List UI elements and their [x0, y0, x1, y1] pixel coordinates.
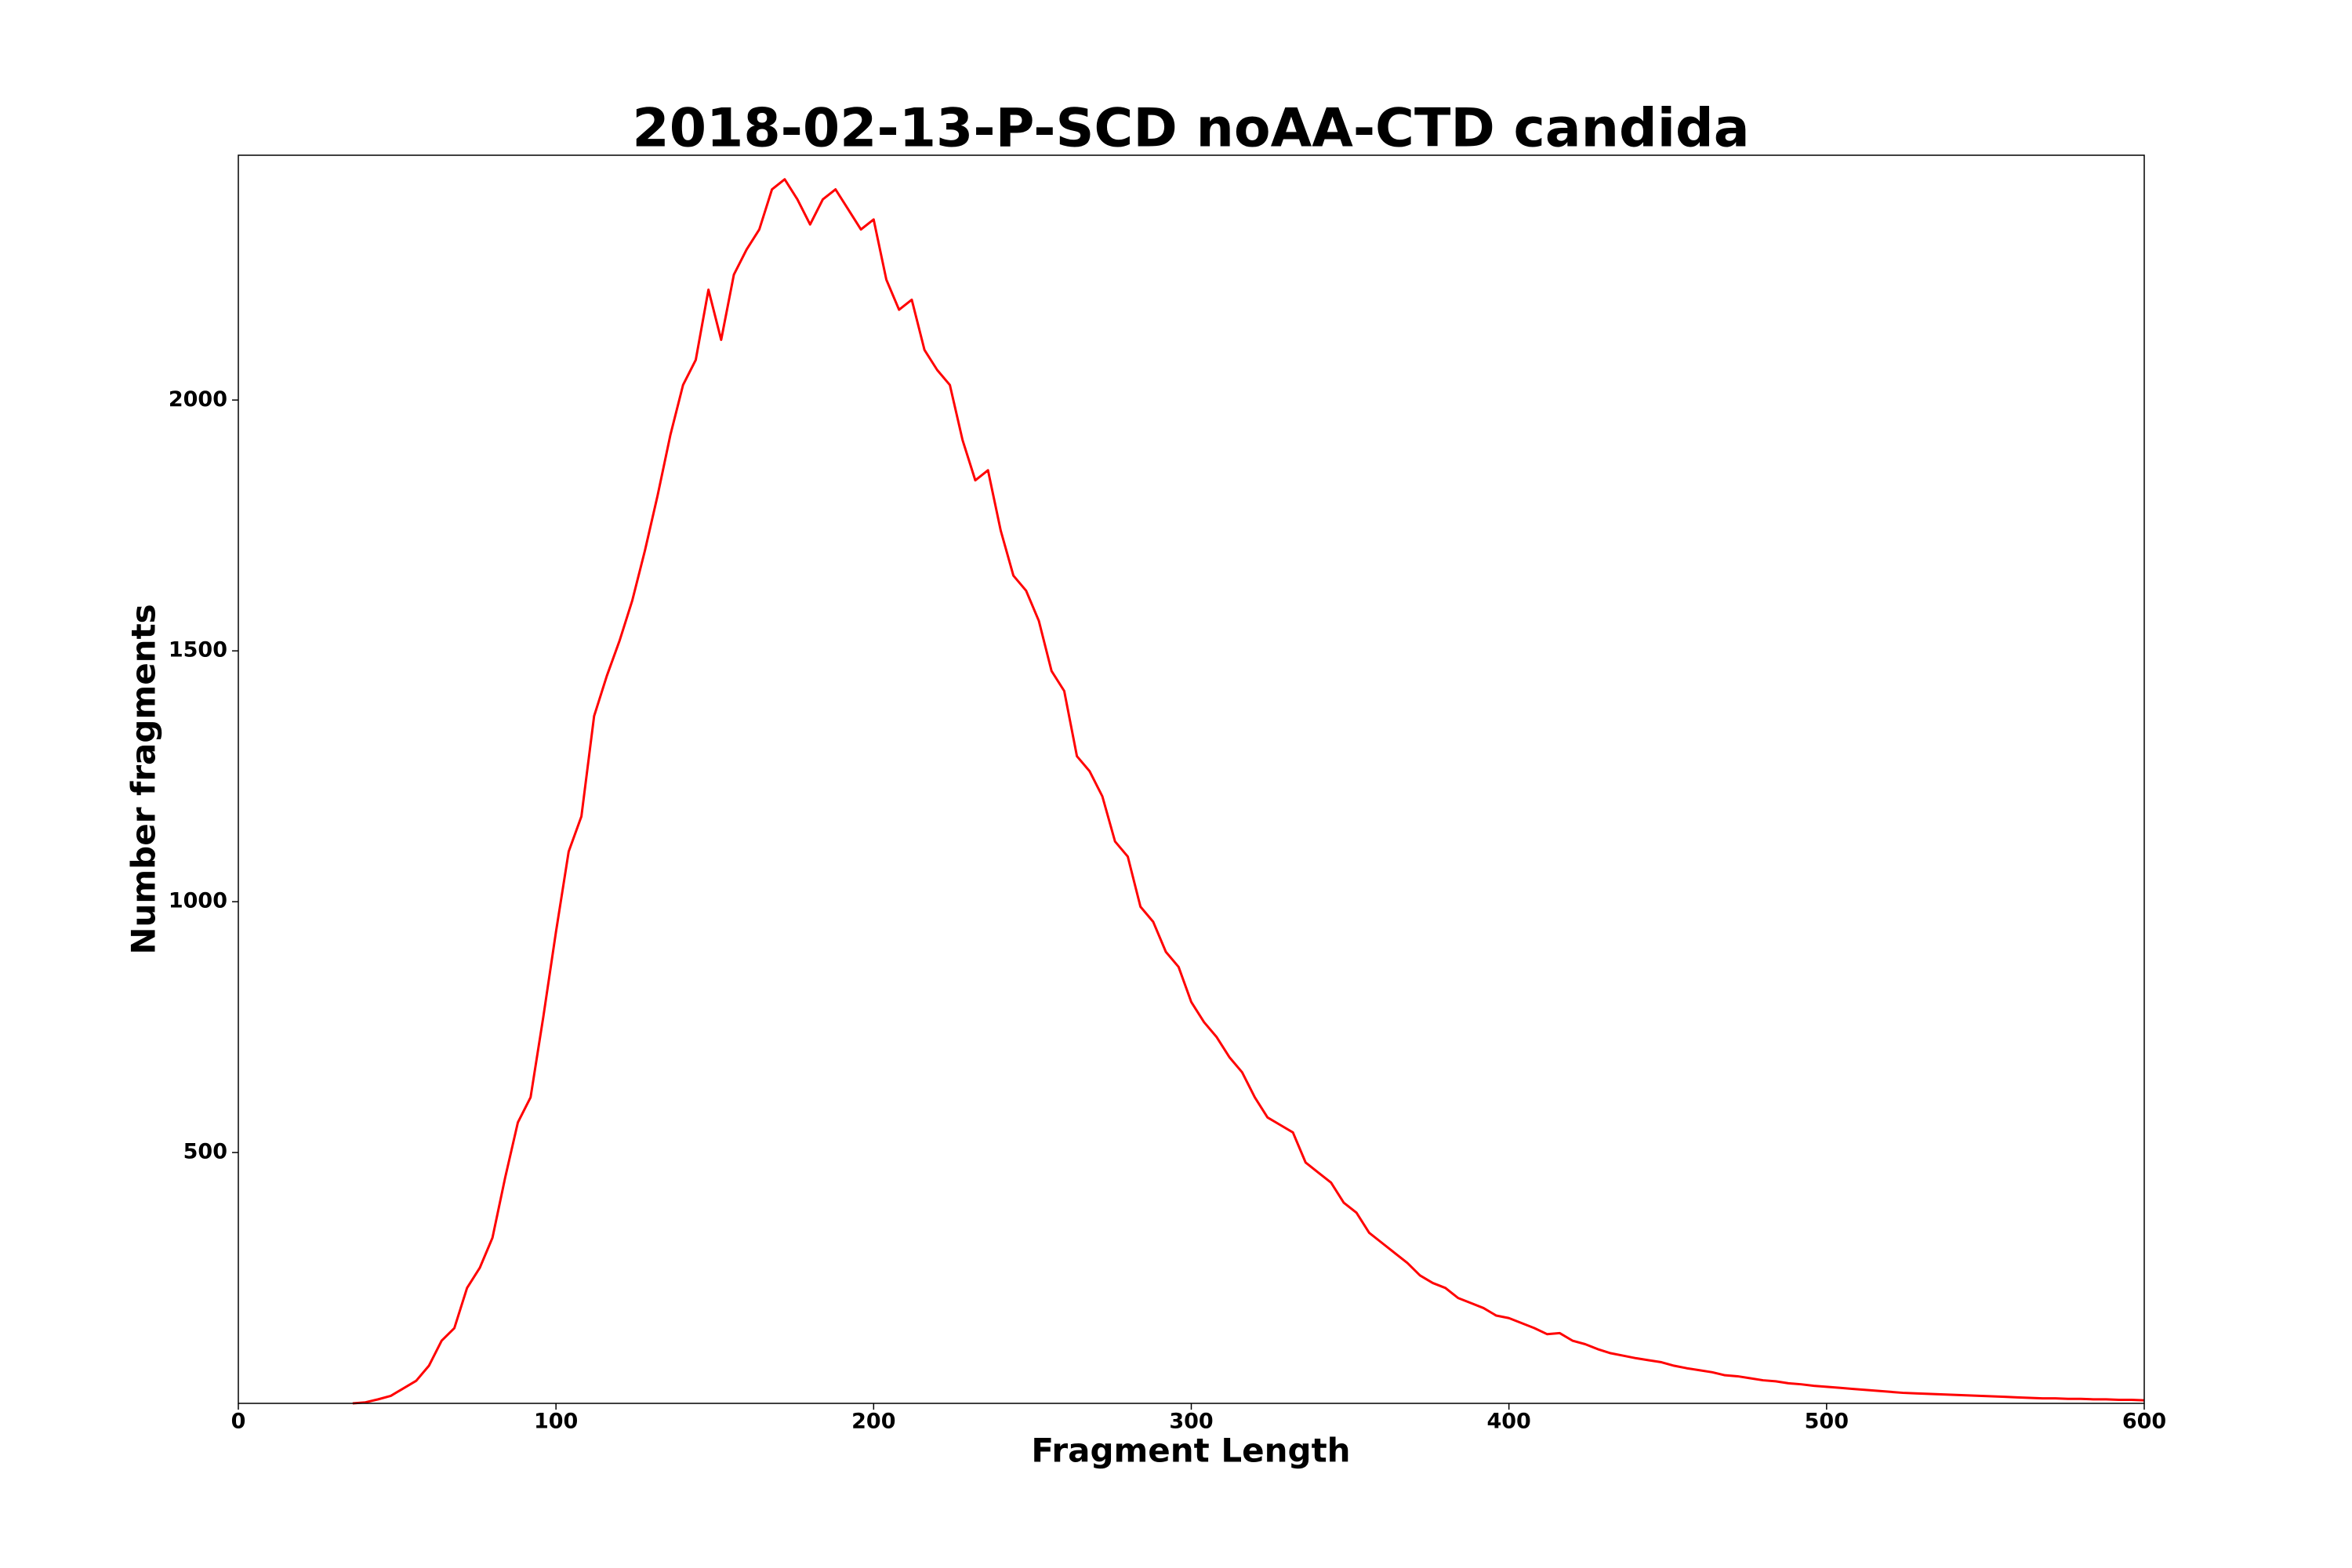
y-tick-label: 500 [183, 1140, 227, 1164]
y-tick-label: 1000 [169, 889, 227, 913]
y-axis-label: Number fragments [125, 604, 163, 954]
x-tick-label: 100 [534, 1410, 578, 1434]
data-line [352, 178, 2145, 1405]
x-tick-label: 500 [1805, 1410, 1849, 1434]
x-tick-label: 0 [231, 1410, 246, 1434]
x-tick-label: 300 [1169, 1410, 1213, 1434]
chart-title: 2018-02-13-P-SCD noAA-CTD candida [632, 98, 1749, 160]
x-tick-label: 400 [1486, 1410, 1530, 1434]
x-tick-label: 200 [851, 1410, 895, 1434]
y-tick-label: 1500 [169, 638, 227, 662]
x-tick-label: 600 [2122, 1410, 2166, 1434]
plot-frame [238, 154, 2145, 1404]
y-tick-label: 2000 [169, 387, 227, 412]
x-axis-label: Fragment Length [1031, 1432, 1350, 1470]
